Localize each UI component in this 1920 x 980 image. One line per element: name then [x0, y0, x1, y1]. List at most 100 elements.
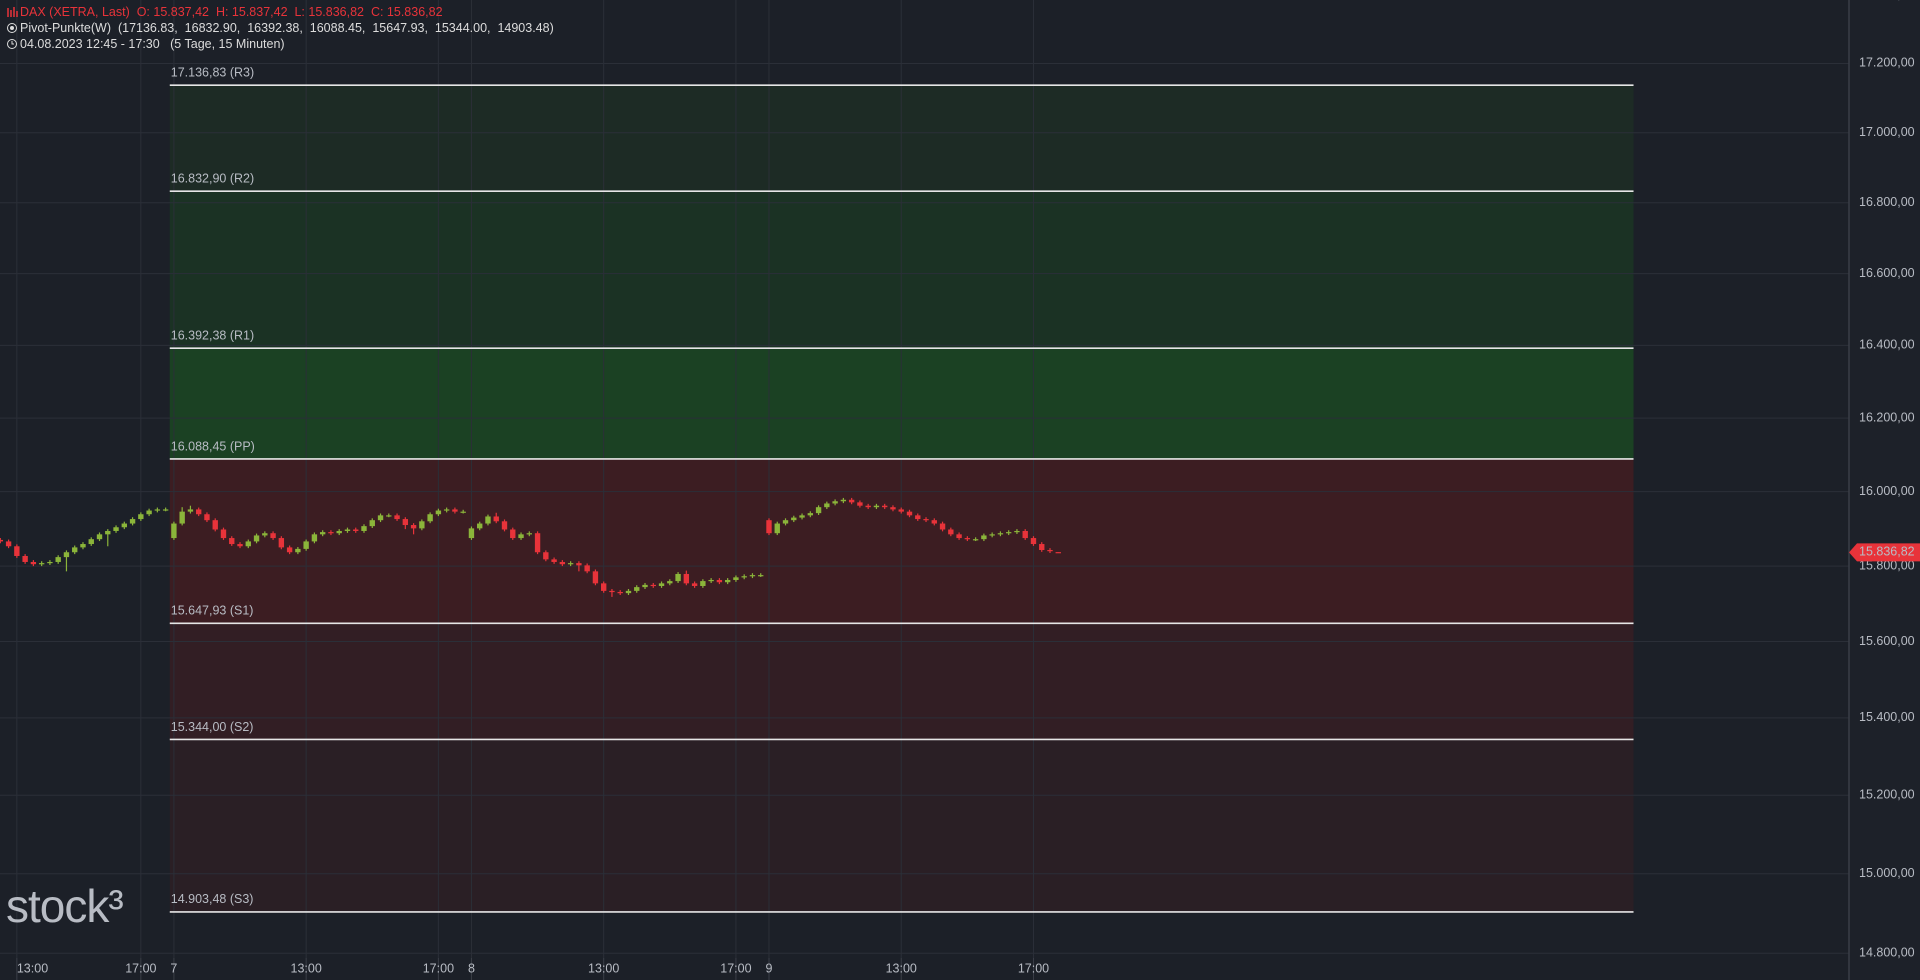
- candle-body: [559, 561, 566, 565]
- candle-body: [708, 579, 714, 582]
- candle-body: [1047, 550, 1053, 552]
- candle-body: [14, 546, 20, 556]
- candle-body: [972, 539, 979, 541]
- period: 04.08.2023 12:45 - 17:30: [20, 37, 160, 51]
- candle-body: [766, 520, 772, 534]
- period-detail: (5 Tage, 15 Minuten): [170, 37, 285, 51]
- candle-body: [848, 499, 855, 503]
- candle-body: [47, 561, 53, 564]
- x-tick-label: 17:00: [1018, 961, 1049, 975]
- candle-body: [675, 573, 681, 582]
- candle-body: [303, 541, 309, 549]
- candle-body: [344, 529, 351, 531]
- candle-body: [625, 590, 632, 594]
- candle-body: [485, 516, 491, 524]
- candle-body: [295, 548, 301, 553]
- y-tick-label: 16.000,00: [1859, 484, 1915, 498]
- candle-body: [187, 509, 194, 512]
- candle-body: [865, 505, 871, 508]
- candle-body: [601, 583, 607, 591]
- candle-body: [956, 534, 962, 539]
- candle-body: [80, 544, 86, 548]
- candle-body: [1005, 532, 1012, 534]
- x-tick-label: 13:00: [886, 961, 917, 975]
- candle-body: [179, 511, 185, 524]
- candle-body: [939, 523, 946, 530]
- candle-body: [493, 516, 499, 522]
- y-tick-label: 15.200,00: [1859, 788, 1915, 802]
- pivot-label: 16.392,38 (R1): [171, 328, 254, 342]
- axis-background: [1849, 0, 1920, 980]
- candle-body: [741, 576, 747, 578]
- candle-body: [468, 528, 475, 539]
- x-tick-label: 8: [468, 961, 475, 975]
- candle-body: [931, 520, 937, 524]
- candle-body: [857, 502, 863, 506]
- indicator-icon: [7, 23, 17, 33]
- x-tick-label: 13:00: [588, 961, 619, 975]
- clock-icon: [7, 39, 17, 49]
- x-tick-label: 13:00: [17, 961, 48, 975]
- candle-body: [477, 523, 483, 529]
- y-tick-label: 15.400,00: [1859, 710, 1915, 724]
- x-tick-label: 17:00: [125, 961, 156, 975]
- candle-body: [30, 561, 37, 565]
- candle-body: [146, 510, 152, 515]
- candle-body: [716, 579, 723, 583]
- candle-body: [948, 529, 954, 535]
- candle-body: [229, 538, 235, 545]
- x-tick-label: 13:00: [291, 961, 322, 975]
- indicator-values: (17136.83, 16832.90, 16392.38, 16088.45,…: [117, 21, 554, 35]
- candle-body: [667, 581, 673, 584]
- candle-body: [5, 541, 12, 547]
- y-tick-label: 16.400,00: [1859, 338, 1915, 352]
- candle-body: [113, 527, 119, 531]
- candle-body: [526, 533, 532, 535]
- candle-body: [650, 584, 656, 587]
- candle-body: [534, 533, 541, 553]
- candle-body: [138, 514, 144, 520]
- symbol: DAX (XETRA, Last): [20, 5, 130, 19]
- candle-body: [873, 505, 880, 508]
- candle-body: [1022, 530, 1028, 539]
- y-tick-label: 16.200,00: [1859, 410, 1915, 424]
- candle-body: [253, 535, 260, 542]
- candle-body: [890, 507, 896, 510]
- candle-body: [964, 538, 971, 540]
- candle-body: [989, 534, 995, 536]
- candle-body: [543, 552, 549, 560]
- price-label: 15.836,82: [1859, 545, 1915, 559]
- candle-body: [245, 541, 251, 547]
- candle-body: [733, 577, 739, 580]
- pivot-label: 16.088,45 (PP): [171, 439, 255, 453]
- candle-body: [419, 521, 425, 529]
- candle-body: [1039, 544, 1045, 551]
- candle-body: [204, 514, 210, 521]
- candle-body: [410, 525, 417, 529]
- y-tick-label: 17.400,00: [1859, 0, 1915, 1]
- candle-body: [369, 520, 375, 527]
- candle-body: [1055, 552, 1061, 554]
- header-line: DAX (XETRA, Last) O: 15.837,42 H: 15.837…: [6, 4, 554, 20]
- candle-body: [915, 515, 921, 520]
- ohlc: H: 15.837,42: [215, 5, 288, 19]
- candle-body: [212, 520, 218, 530]
- candle-body: [824, 503, 830, 508]
- candle-body: [592, 571, 599, 584]
- price-pointer: [1849, 543, 1920, 562]
- candle-body: [96, 534, 103, 540]
- candle-body: [0, 539, 4, 542]
- candle-body: [435, 510, 442, 515]
- candle-body: [353, 529, 359, 531]
- pivot-label: 14.903,48 (S3): [171, 892, 254, 906]
- candle-body: [38, 563, 45, 565]
- candle-body: [584, 565, 590, 572]
- candle-body: [501, 521, 508, 530]
- header-line: 04.08.2023 12:45 - 17:30 (5 Tage, 15 Min…: [6, 36, 554, 52]
- pivot-label: 17.136,83 (R3): [171, 66, 254, 80]
- y-tick-label: 16.800,00: [1859, 195, 1915, 209]
- y-tick-label: 16.600,00: [1859, 266, 1915, 280]
- candle-body: [807, 513, 814, 516]
